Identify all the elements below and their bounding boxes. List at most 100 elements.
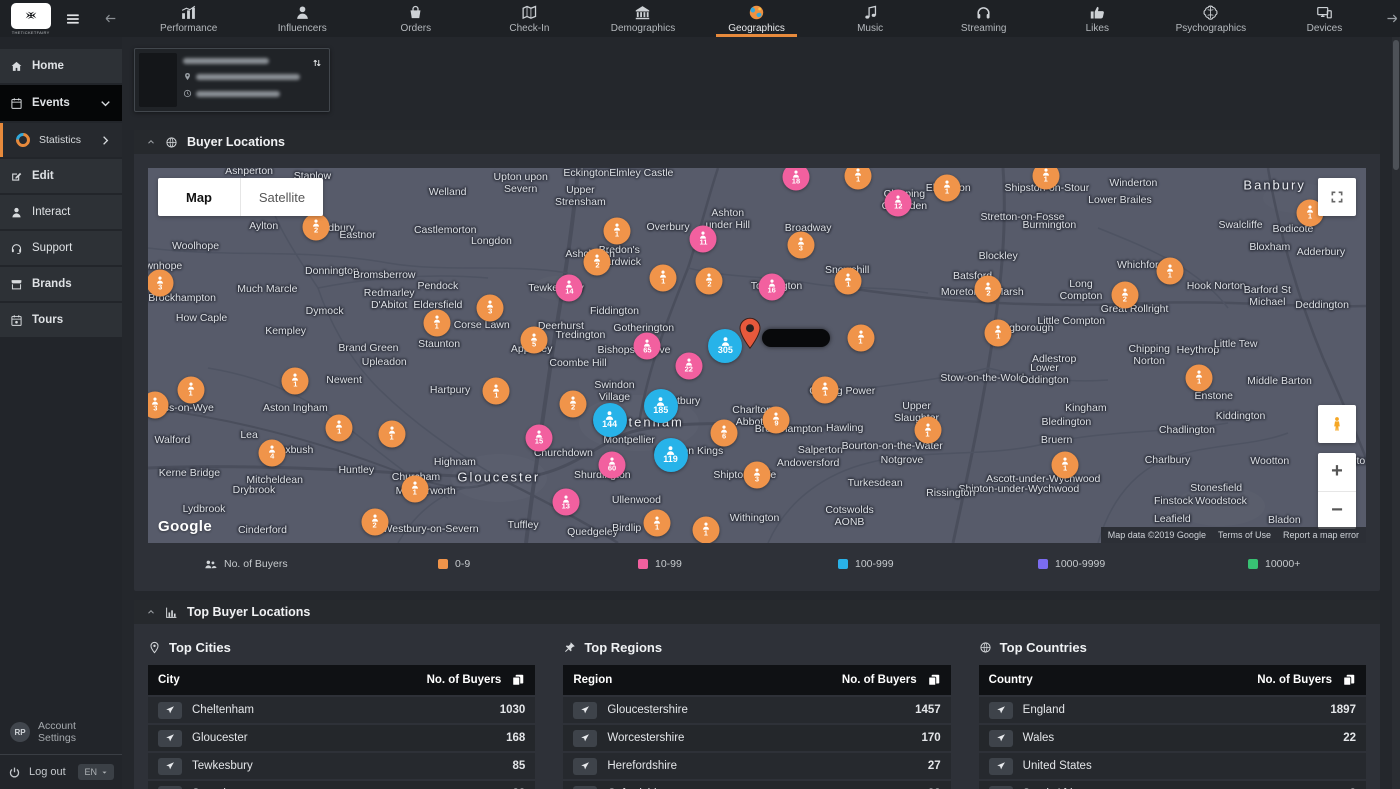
hamburger-menu-icon[interactable]	[65, 11, 81, 27]
back-arrow-icon[interactable]	[103, 11, 118, 26]
tab-psychographics[interactable]: Psychographics	[1154, 0, 1268, 37]
buyer-cluster-marker[interactable]: 2	[583, 248, 611, 276]
collapse-chevron-icon[interactable]	[146, 137, 156, 147]
buyer-cluster-marker[interactable]: 60	[598, 451, 626, 479]
buyer-cluster-marker[interactable]: 1	[603, 217, 631, 245]
buyer-cluster-marker[interactable]: 4	[258, 439, 286, 467]
zoom-out-button[interactable]: −	[1331, 498, 1343, 521]
buyer-cluster-marker[interactable]: 3	[148, 269, 174, 297]
locate-on-map-button[interactable]	[988, 785, 1013, 789]
buyer-cluster-marker[interactable]: 1	[914, 416, 942, 444]
locate-on-map-button[interactable]	[158, 757, 182, 775]
sidebar-item-events[interactable]: Events	[0, 85, 122, 121]
buyer-cluster-marker[interactable]: 11	[689, 225, 717, 253]
buyer-cluster-marker[interactable]: 22	[675, 352, 703, 380]
event-card[interactable]	[134, 48, 330, 112]
tab-demographics[interactable]: Demographics	[586, 0, 700, 37]
buyer-cluster-marker[interactable]: 1	[692, 516, 720, 543]
tab-performance[interactable]: Performance	[132, 0, 246, 37]
map-type-satellite-button[interactable]: Satellite	[240, 178, 323, 216]
buyer-cluster-marker[interactable]: 1	[643, 509, 671, 537]
page-scrollbar[interactable]	[1392, 37, 1400, 789]
buyer-cluster-marker[interactable]: 1	[325, 414, 353, 442]
buyer-locations-map[interactable]: Staplow Ashperton Welland Upton upon Severn…	[148, 168, 1366, 543]
buyer-cluster-marker[interactable]: 3	[743, 461, 771, 489]
locate-on-map-button[interactable]	[158, 729, 182, 747]
tab-likes[interactable]: Likes	[1041, 0, 1155, 37]
sort-events-icon[interactable]	[311, 57, 323, 69]
buyer-cluster-marker[interactable]: 5	[520, 326, 548, 354]
buyer-cluster-marker[interactable]: 1	[423, 309, 451, 337]
copy-icon[interactable]	[1342, 673, 1356, 687]
language-selector[interactable]: EN	[78, 764, 114, 780]
buyer-cluster-marker[interactable]: 1	[933, 174, 961, 202]
buyer-cluster-marker[interactable]: 6	[710, 419, 738, 447]
buyer-cluster-marker[interactable]: 2	[302, 213, 330, 241]
buyer-cluster-marker[interactable]: 1	[482, 377, 510, 405]
tab-influencers[interactable]: Influencers	[245, 0, 359, 37]
sidebar-item-tours[interactable]: Tours	[0, 303, 122, 337]
sidebar-item-home[interactable]: Home	[0, 49, 122, 83]
buyer-cluster-marker[interactable]: 9	[762, 406, 790, 434]
buyer-cluster-marker[interactable]: 1	[834, 267, 862, 294]
locate-on-map-button[interactable]	[573, 785, 598, 789]
locate-on-map-button[interactable]	[573, 757, 598, 775]
collapse-chevron-icon[interactable]	[146, 607, 156, 617]
sidebar-item-support[interactable]: Support	[0, 231, 122, 265]
locate-on-map-button[interactable]	[988, 757, 1013, 775]
power-icon[interactable]	[8, 766, 21, 779]
buyer-cluster-marker[interactable]: 1	[1156, 257, 1184, 285]
tab-music[interactable]: Music	[813, 0, 927, 37]
sidebar-item-statistics[interactable]: Statistics	[0, 123, 122, 157]
buyer-cluster-marker[interactable]: 14	[555, 274, 583, 302]
locate-on-map-button[interactable]	[988, 729, 1013, 747]
tab-geographics[interactable]: Geographics	[700, 0, 814, 37]
sidebar-item-edit[interactable]: Edit	[0, 159, 122, 193]
copy-icon[interactable]	[511, 673, 525, 687]
buyer-cluster-marker[interactable]: 1	[649, 264, 677, 292]
buyer-cluster-marker[interactable]: 13	[552, 488, 580, 516]
account-settings[interactable]: RP Account Settings	[0, 710, 122, 754]
buyer-cluster-marker[interactable]: 1	[844, 168, 872, 189]
buyer-cluster-marker[interactable]: 305	[708, 329, 743, 364]
buyer-cluster-marker[interactable]: 185	[643, 389, 678, 424]
copy-icon[interactable]	[927, 673, 941, 687]
buyer-cluster-marker[interactable]: 2	[559, 390, 587, 418]
google-logo[interactable]: Google	[158, 518, 213, 535]
buyer-cluster-marker[interactable]: 1	[847, 324, 875, 352]
locate-on-map-button[interactable]	[158, 701, 182, 719]
locate-on-map-button[interactable]	[988, 701, 1013, 719]
sidebar-item-brands[interactable]: Brands	[0, 267, 122, 301]
buyer-cluster-marker[interactable]: 1	[281, 367, 309, 395]
locate-on-map-button[interactable]	[158, 785, 182, 789]
buyer-cluster-marker[interactable]: 3	[476, 294, 504, 322]
tab-streaming[interactable]: Streaming	[927, 0, 1041, 37]
buyer-cluster-marker[interactable]: 15	[525, 424, 553, 452]
buyer-cluster-marker[interactable]: 16	[758, 273, 786, 301]
buyer-cluster-marker[interactable]: 1	[1185, 364, 1213, 392]
buyer-cluster-marker[interactable]: 18	[782, 168, 810, 191]
scrollbar-thumb[interactable]	[1393, 40, 1399, 170]
buyer-cluster-marker[interactable]: 2	[361, 508, 389, 536]
logout-label[interactable]: Log out	[29, 766, 66, 778]
buyer-cluster-marker[interactable]: 144	[592, 402, 627, 437]
buyer-cluster-marker[interactable]: 3	[787, 231, 815, 259]
buyer-cluster-marker[interactable]: 12	[884, 189, 912, 217]
buyer-cluster-marker[interactable]: 1	[177, 376, 205, 404]
tab-orders[interactable]: Orders	[359, 0, 473, 37]
sidebar-item-interact[interactable]: Interact	[0, 195, 122, 229]
tab-check-in[interactable]: Check-In	[473, 0, 587, 37]
locate-on-map-button[interactable]	[573, 701, 598, 719]
buyer-cluster-marker[interactable]: 2	[695, 267, 723, 295]
locate-on-map-button[interactable]	[573, 729, 598, 747]
buyer-cluster-marker[interactable]: 65	[633, 332, 661, 360]
buyer-cluster-marker[interactable]: 119	[653, 437, 688, 472]
map-type-map-button[interactable]: Map	[186, 189, 212, 205]
terms-of-use-link[interactable]: Terms of Use	[1217, 530, 1271, 540]
buyer-cluster-marker[interactable]: 1	[1051, 451, 1079, 479]
buyer-cluster-marker[interactable]: 1	[401, 475, 429, 503]
zoom-in-button[interactable]: +	[1318, 453, 1356, 492]
buyer-cluster-marker[interactable]: 3	[148, 391, 169, 419]
venue-pin-icon[interactable]	[739, 317, 761, 350]
tab-devices[interactable]: Devices	[1268, 0, 1382, 37]
